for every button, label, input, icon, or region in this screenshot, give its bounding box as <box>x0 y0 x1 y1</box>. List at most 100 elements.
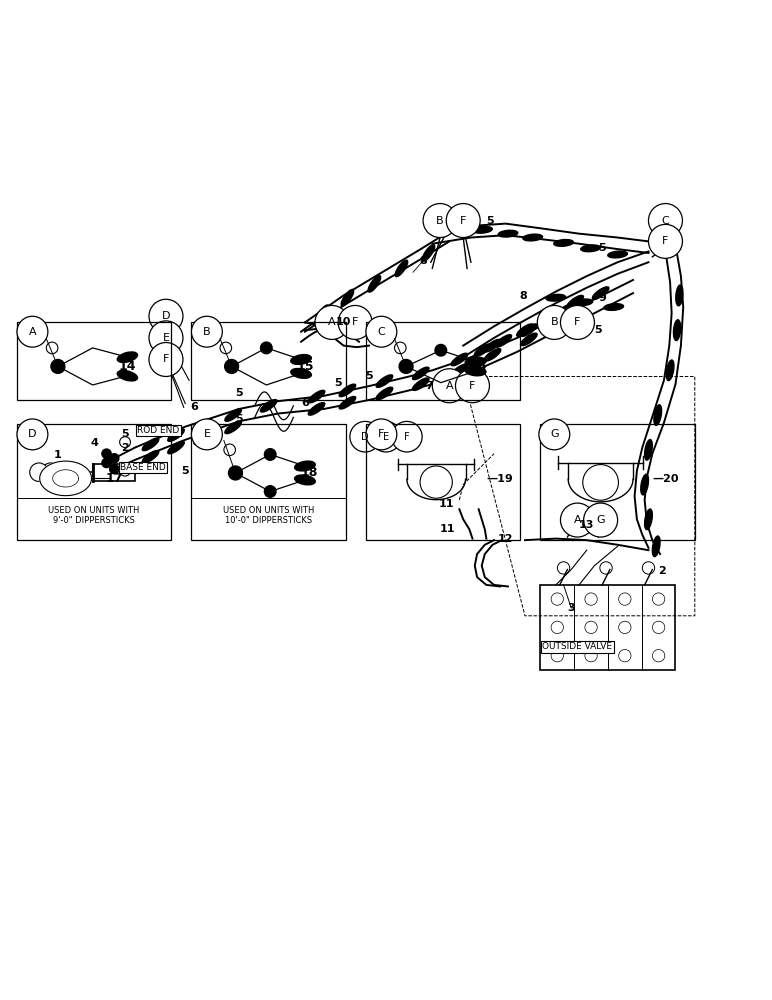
Text: 15: 15 <box>296 360 313 373</box>
Circle shape <box>315 305 349 339</box>
Ellipse shape <box>194 432 211 444</box>
Circle shape <box>102 449 111 458</box>
Circle shape <box>220 342 232 354</box>
Ellipse shape <box>412 378 429 390</box>
Circle shape <box>264 449 276 460</box>
Text: 18: 18 <box>300 466 317 479</box>
Text: 2: 2 <box>659 566 666 576</box>
Ellipse shape <box>168 441 185 454</box>
Circle shape <box>366 419 397 450</box>
Text: F: F <box>469 381 476 391</box>
Circle shape <box>110 464 119 474</box>
Ellipse shape <box>308 390 325 403</box>
Text: 5: 5 <box>181 466 189 476</box>
Ellipse shape <box>308 403 325 415</box>
Circle shape <box>539 419 570 450</box>
Text: 14: 14 <box>119 360 136 373</box>
Text: 6: 6 <box>191 402 198 412</box>
Circle shape <box>17 316 48 347</box>
Text: 17: 17 <box>106 472 123 485</box>
Circle shape <box>455 369 489 403</box>
Ellipse shape <box>520 333 537 346</box>
Circle shape <box>648 224 682 258</box>
Text: 4: 4 <box>154 463 162 473</box>
Ellipse shape <box>516 324 533 336</box>
Ellipse shape <box>573 299 593 306</box>
Ellipse shape <box>641 474 648 495</box>
Ellipse shape <box>368 276 381 292</box>
Bar <box>93 464 135 481</box>
Ellipse shape <box>341 289 354 306</box>
Text: 8: 8 <box>520 291 527 301</box>
Circle shape <box>260 342 272 354</box>
Ellipse shape <box>604 304 624 310</box>
Ellipse shape <box>142 451 159 463</box>
Ellipse shape <box>466 366 486 376</box>
Ellipse shape <box>555 316 572 329</box>
Text: A: A <box>445 381 453 391</box>
Bar <box>17 322 171 400</box>
Circle shape <box>560 305 594 339</box>
Text: 7: 7 <box>425 381 433 391</box>
Bar <box>366 424 520 540</box>
Circle shape <box>423 204 457 238</box>
Ellipse shape <box>295 475 315 485</box>
Text: 3: 3 <box>567 603 575 613</box>
Text: —19: —19 <box>486 474 513 484</box>
Ellipse shape <box>554 240 574 246</box>
Bar <box>366 322 520 400</box>
Circle shape <box>51 359 65 373</box>
Bar <box>540 424 695 540</box>
Circle shape <box>120 437 130 448</box>
Circle shape <box>366 316 397 347</box>
Ellipse shape <box>498 230 518 237</box>
Text: 5: 5 <box>235 414 243 424</box>
Circle shape <box>17 419 48 450</box>
Text: E: E <box>162 333 170 343</box>
Ellipse shape <box>142 438 159 451</box>
Ellipse shape <box>472 226 493 233</box>
Ellipse shape <box>422 245 435 261</box>
Circle shape <box>350 421 381 452</box>
Text: G: G <box>596 515 605 525</box>
Text: 5: 5 <box>235 388 243 398</box>
Ellipse shape <box>484 349 501 361</box>
Circle shape <box>391 421 422 452</box>
Ellipse shape <box>260 400 277 412</box>
Ellipse shape <box>466 357 486 367</box>
Circle shape <box>537 305 571 339</box>
Bar <box>191 322 346 400</box>
Ellipse shape <box>194 420 211 433</box>
Text: C: C <box>662 216 669 226</box>
Text: 5: 5 <box>486 216 494 226</box>
Circle shape <box>120 465 130 476</box>
Text: 11: 11 <box>438 499 454 509</box>
Bar <box>540 585 676 670</box>
Text: 5: 5 <box>121 429 129 439</box>
Text: 2: 2 <box>121 443 129 453</box>
Ellipse shape <box>225 421 242 434</box>
Circle shape <box>446 204 480 238</box>
Text: F: F <box>352 317 358 327</box>
Ellipse shape <box>546 294 566 301</box>
Text: 5: 5 <box>365 371 373 381</box>
Circle shape <box>560 503 594 537</box>
Text: USED ON UNITS WITH
9'-0" DIPPERSTICKS: USED ON UNITS WITH 9'-0" DIPPERSTICKS <box>49 506 140 525</box>
Ellipse shape <box>676 285 683 306</box>
Ellipse shape <box>581 245 601 252</box>
Text: BASE END: BASE END <box>120 463 166 472</box>
Bar <box>191 424 346 540</box>
Ellipse shape <box>555 305 572 317</box>
Ellipse shape <box>117 370 137 381</box>
Text: ROD END: ROD END <box>137 426 179 435</box>
Text: 8: 8 <box>419 256 427 266</box>
Text: 1: 1 <box>53 450 61 460</box>
Circle shape <box>102 458 111 468</box>
Circle shape <box>224 444 235 456</box>
Circle shape <box>191 419 222 450</box>
Ellipse shape <box>645 440 652 460</box>
Polygon shape <box>39 461 92 496</box>
Ellipse shape <box>291 368 311 378</box>
Ellipse shape <box>168 429 185 441</box>
Ellipse shape <box>567 295 584 308</box>
